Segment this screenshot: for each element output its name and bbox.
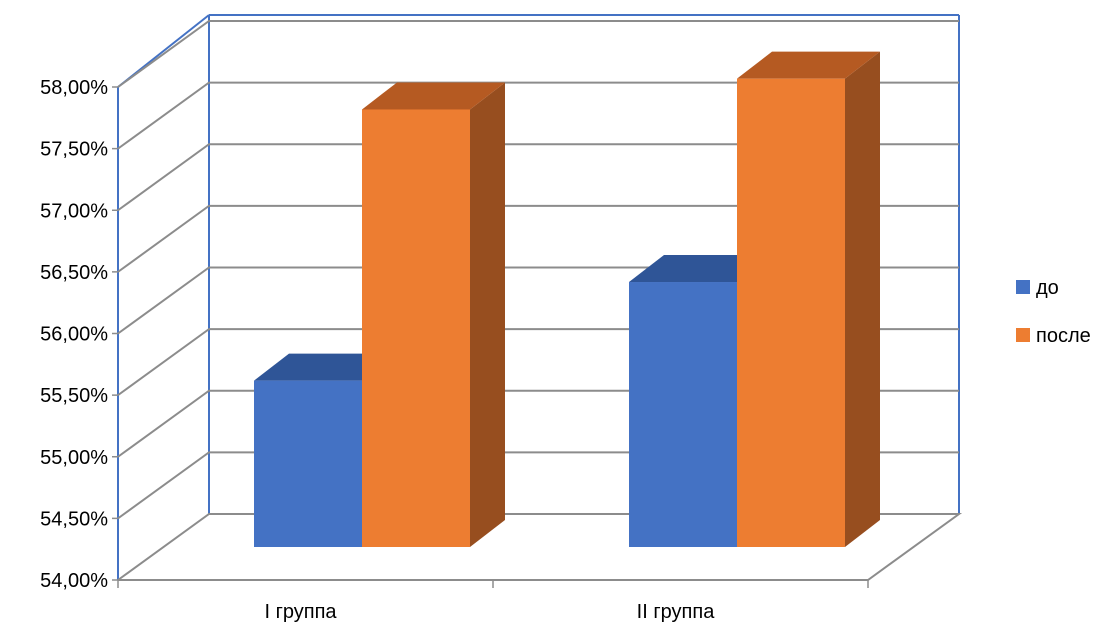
bar-после-I-группа [362, 82, 505, 548]
x-tick-label: II группа [637, 601, 716, 623]
x-tick-label: I группа [264, 601, 337, 623]
bars [254, 51, 880, 548]
legend-swatch [1016, 328, 1030, 342]
y-tick-label: 56,00% [40, 324, 108, 346]
gridline [117, 20, 959, 88]
y-tick-label: 54,50% [40, 508, 108, 530]
legend-label: после [1036, 325, 1091, 347]
gridline [117, 204, 959, 273]
floor-outline [117, 513, 963, 581]
y-tick-label: 55,00% [40, 447, 108, 469]
legend-label: до [1036, 277, 1059, 299]
bar-top-face [362, 82, 505, 110]
gridline [117, 143, 959, 212]
y-tick-label: 54,00% [40, 570, 108, 592]
bar-side-face [470, 82, 505, 548]
y-tick-label: 55,50% [40, 385, 108, 407]
bar-front-face [362, 109, 470, 548]
legend: до после [1016, 277, 1091, 347]
y-tick-label: 57,00% [40, 200, 108, 222]
legend-item-после: после [1016, 325, 1091, 347]
bar-front-face [254, 380, 362, 547]
bar-top-face [254, 353, 397, 381]
bar-top-face [629, 255, 772, 283]
x-tick-labels: I группа II группа [117, 580, 869, 623]
y-tick-labels: 54,00% 54,50% 55,00% 55,50% 56,00% 56,50% 57,0… [40, 77, 108, 592]
y-tick-label: 57,50% [40, 139, 108, 161]
bar-front-face [737, 78, 845, 548]
legend-item-до: до [1016, 277, 1059, 299]
bar-front-face [629, 282, 737, 547]
bar-после-II-группа [737, 51, 880, 548]
y-tick-label: 58,00% [40, 77, 108, 99]
y-tick-label: 56,50% [40, 262, 108, 284]
gridline [117, 81, 959, 150]
bar-top-face [737, 51, 880, 79]
legend-swatch [1016, 280, 1030, 294]
bar-side-face [845, 51, 880, 548]
